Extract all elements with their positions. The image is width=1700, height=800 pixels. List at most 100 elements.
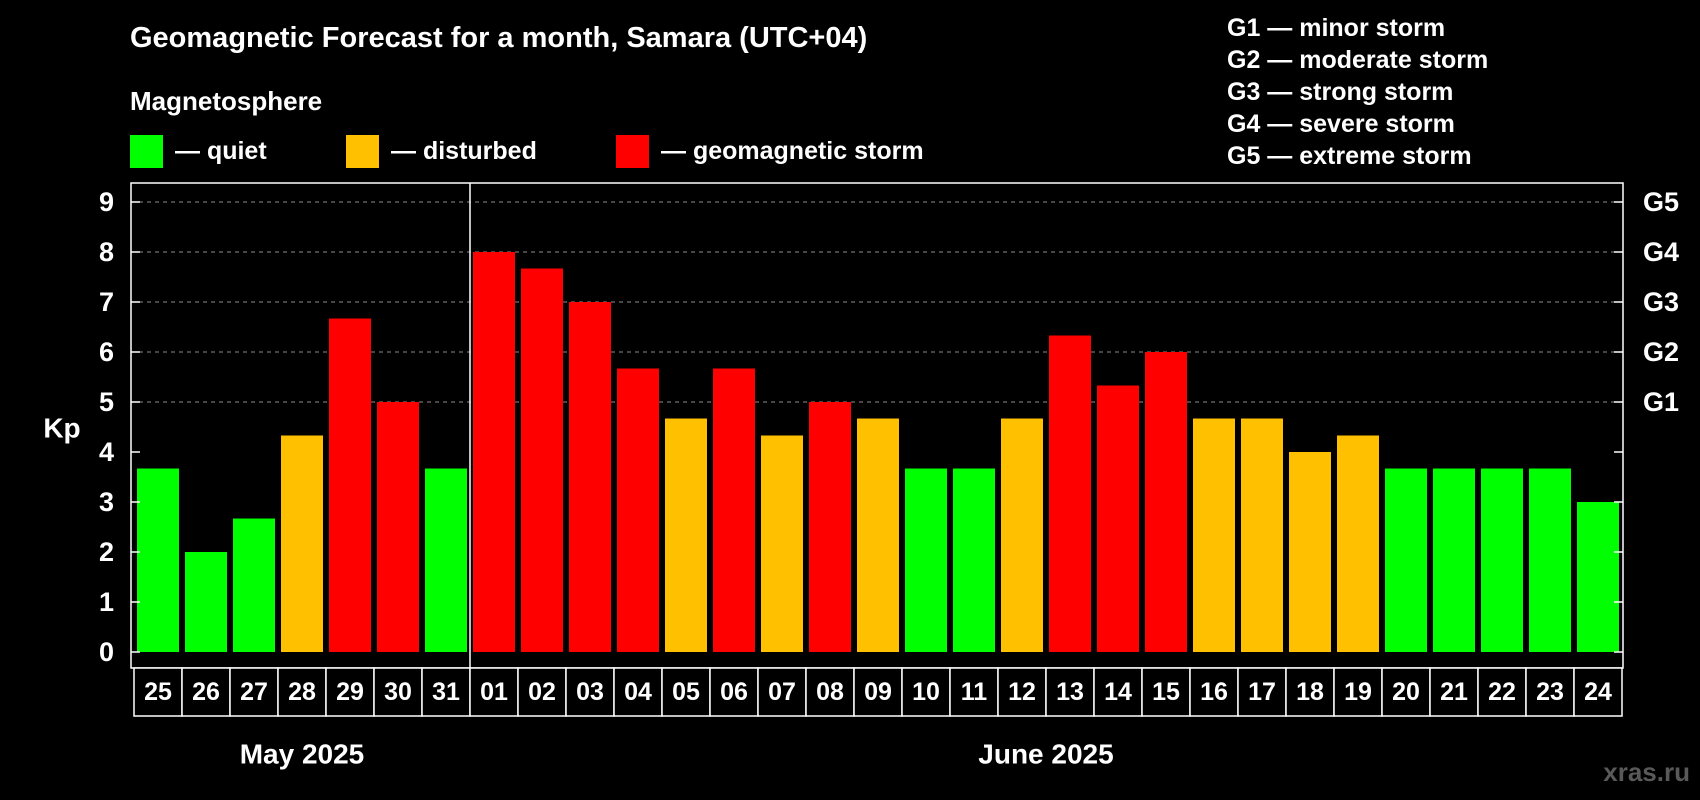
- date-label-26: 26: [192, 678, 220, 706]
- right-axis-label-g2: G2: [1643, 337, 1679, 367]
- bar-04: [617, 368, 659, 652]
- ytick-label-4: 4: [99, 437, 114, 467]
- right-axis-label-g5: G5: [1643, 187, 1679, 217]
- legend-storm-swatch: [616, 134, 649, 168]
- ytick-label-5: 5: [99, 387, 114, 417]
- bar-12: [1001, 418, 1043, 652]
- month-label-june: June 2025: [978, 739, 1113, 770]
- bar-14: [1097, 385, 1139, 652]
- date-label-19: 19: [1344, 678, 1372, 706]
- date-label-06: 06: [720, 678, 748, 706]
- right-axis-label-g3: G3: [1643, 287, 1679, 317]
- date-label-29: 29: [336, 678, 364, 706]
- bar-23: [1529, 468, 1571, 652]
- bar-07: [761, 435, 803, 652]
- ytick-label-3: 3: [99, 487, 114, 517]
- date-label-12: 12: [1008, 678, 1036, 706]
- legend-storm-label: — geomagnetic storm: [661, 136, 924, 165]
- date-cell-05: [661, 667, 711, 717]
- storm-scale-legend: G1 — minor storm G2 — moderate storm G3 …: [1227, 12, 1488, 172]
- bar-27: [233, 518, 275, 652]
- date-label-11: 11: [961, 678, 988, 706]
- bar-30: [377, 402, 419, 652]
- bar-10: [905, 468, 947, 652]
- storm-scale-g2: G2 — moderate storm: [1227, 46, 1489, 74]
- date-label-28: 28: [288, 678, 316, 706]
- y-axis-label: Kp: [43, 413, 80, 444]
- bar-11: [953, 468, 995, 652]
- bar-05: [665, 418, 707, 652]
- bar-02: [521, 268, 563, 652]
- ytick-label-6: 6: [99, 337, 114, 367]
- date-cell-01: [469, 667, 519, 717]
- date-cell-04: [613, 667, 663, 717]
- date-label-03: 03: [576, 678, 604, 706]
- date-label-02: 02: [528, 678, 556, 706]
- bar-03: [569, 302, 611, 652]
- bar-17: [1241, 418, 1283, 652]
- bar-25: [137, 468, 179, 652]
- storm-scale-g5: G5 — extreme storm: [1227, 142, 1472, 170]
- date-label-09: 09: [864, 678, 892, 706]
- date-cell-13: [1045, 667, 1095, 717]
- storm-scale-g3: G3 — strong storm: [1227, 78, 1454, 106]
- legend-storm: — geomagnetic storm: [616, 134, 924, 168]
- bar-31: [425, 468, 467, 652]
- date-cell-20: [1381, 667, 1431, 717]
- date-label-15: 15: [1152, 678, 1180, 706]
- storm-scale-g1: G1 — minor storm: [1227, 14, 1446, 42]
- legend-quiet-swatch: [130, 134, 163, 168]
- ytick-label-1: 1: [99, 587, 114, 617]
- date-label-10: 10: [912, 678, 940, 706]
- bar-09: [857, 418, 899, 652]
- date-cell-10: [901, 667, 951, 717]
- date-label-05: 05: [672, 678, 700, 706]
- date-cell-31: [421, 667, 471, 717]
- date-cell-18: [1285, 667, 1335, 717]
- ytick-label-7: 7: [99, 287, 114, 317]
- ytick-label-2: 2: [99, 537, 114, 567]
- legend-quiet: — quiet: [130, 134, 267, 168]
- bar-20: [1385, 468, 1427, 652]
- legend-disturbed-label: — disturbed: [391, 136, 537, 165]
- bar-26: [185, 552, 227, 652]
- right-axis-label-g4: G4: [1643, 237, 1679, 267]
- ytick-label-0: 0: [99, 637, 114, 667]
- date-label-20: 20: [1392, 678, 1420, 706]
- date-cell-26: [181, 667, 231, 717]
- month-label-may: May 2025: [240, 739, 365, 770]
- date-label-07: 07: [768, 678, 796, 706]
- legend-disturbed: — disturbed: [346, 134, 537, 168]
- date-cell-24: [1573, 667, 1623, 717]
- bar-15: [1145, 352, 1187, 652]
- right-axis-label-g1: G1: [1643, 387, 1679, 417]
- date-cell-06: [709, 667, 759, 717]
- date-label-25: 25: [144, 678, 172, 706]
- date-label-16: 16: [1200, 678, 1228, 706]
- date-cell-25: [133, 667, 183, 717]
- bar-13: [1049, 335, 1091, 652]
- bar-08: [809, 402, 851, 652]
- date-cell-09: [853, 667, 903, 717]
- date-label-17: 17: [1248, 678, 1276, 706]
- bar-16: [1193, 418, 1235, 652]
- date-label-04: 04: [624, 678, 652, 706]
- date-cell-19: [1333, 667, 1383, 717]
- chart-title: Geomagnetic Forecast for a month, Samara…: [130, 22, 868, 54]
- date-cell-29: [325, 667, 375, 717]
- ytick-label-8: 8: [99, 237, 114, 267]
- date-cell-17: [1237, 667, 1287, 717]
- bar-21: [1433, 468, 1475, 652]
- date-label-31: 31: [432, 678, 460, 706]
- date-label-21: 21: [1440, 678, 1468, 706]
- date-label-18: 18: [1296, 678, 1324, 706]
- date-cell-30: [373, 667, 423, 717]
- date-label-01: 01: [480, 678, 508, 706]
- date-label-14: 14: [1104, 678, 1132, 706]
- date-label-08: 08: [816, 678, 844, 706]
- bar-29: [329, 318, 371, 652]
- date-cell-22: [1477, 667, 1527, 717]
- date-cell-21: [1429, 667, 1479, 717]
- legend-heading: Magnetosphere: [130, 86, 323, 116]
